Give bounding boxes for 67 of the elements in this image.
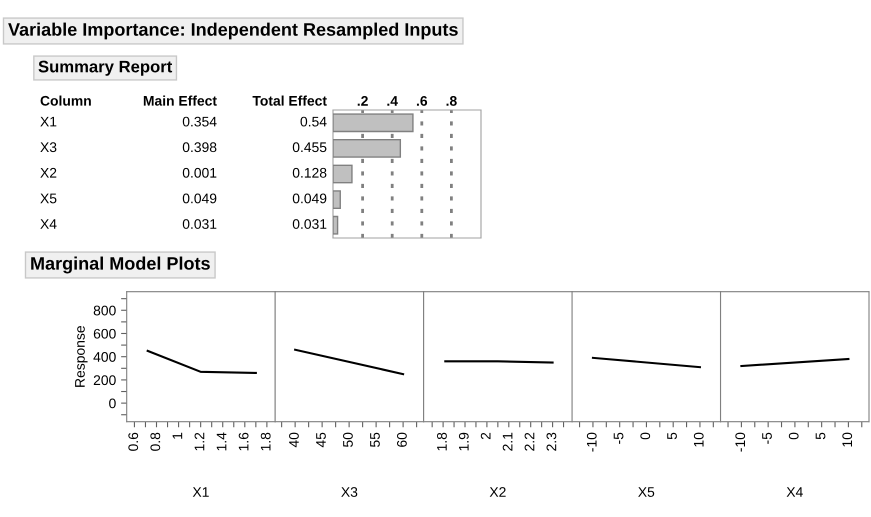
y-tick-label: 0 [109, 398, 116, 408]
text: Summary Report [38, 60, 172, 76]
chart-title: Marginal Model Plots [31, 256, 210, 274]
x-tick-label: 40 [289, 432, 299, 448]
text: Main Effect [144, 96, 217, 106]
x-tick-label: .6 [416, 96, 428, 106]
x-tick-label: 2 [480, 432, 490, 440]
data-label: 0.049 [182, 193, 216, 204]
x-tick-label: 0.8 [150, 432, 160, 451]
y-tick-label: 400 [93, 352, 116, 362]
x-tick-label: 1.8 [260, 432, 271, 450]
x-tick-label: -5 [762, 432, 772, 444]
data-label: 0.001 [182, 168, 216, 178]
bar [333, 190, 341, 209]
category-label: X3 [40, 142, 56, 152]
category-label: X2 [40, 168, 56, 178]
category-label: X4 [40, 219, 57, 229]
text: Variable Importance: Independent Resampled Inputs [8, 22, 458, 40]
data-label: 0.354 [182, 116, 217, 127]
x-tick-label: 0.6 [128, 432, 138, 451]
category-label: X5 [40, 194, 56, 204]
x-tick-label: .8 [446, 96, 457, 106]
x-tick-label: 5 [816, 432, 826, 440]
text: Column [40, 96, 91, 106]
x-axis-title: X1 [192, 487, 209, 497]
y-axis-title: Response [75, 326, 88, 387]
x-tick-label: 2.2 [524, 432, 534, 451]
x-tick-label: 60 [397, 432, 407, 447]
data-label: 0.049 [292, 193, 326, 204]
x-tick-label: -5 [614, 432, 624, 444]
data-label: 0.128 [292, 168, 326, 178]
data-label: 0.031 [292, 219, 326, 229]
y-tick-label: 200 [94, 375, 116, 386]
x-tick-label: 1.2 [194, 432, 204, 450]
bar [333, 164, 353, 184]
x-tick-label: 0 [788, 432, 799, 440]
series-label: Total Effect [252, 96, 327, 106]
x-tick-label: -10 [735, 432, 746, 452]
data-label: 0.031 [182, 219, 216, 229]
x-tick-label: 55 [370, 432, 380, 448]
x-axis-title: X3 [341, 487, 358, 497]
x-tick-label: 1.6 [238, 432, 249, 450]
y-tick-label: 600 [94, 328, 116, 339]
x-axis-title: X5 [638, 487, 654, 497]
data-label: 0.398 [182, 142, 216, 152]
data-label: 0.455 [292, 142, 326, 152]
x-tick-label: 2.1 [502, 432, 512, 451]
x-tick-label: 1 [172, 432, 182, 439]
x-axis-title: X4 [786, 487, 803, 497]
x-tick-label: 45 [316, 432, 326, 448]
x-tick-label: 2.3 [546, 432, 556, 451]
x-tick-label: .2 [358, 96, 368, 106]
x-tick-label: 1.9 [458, 432, 469, 450]
x-tick-label: .4 [387, 96, 398, 106]
x-tick-label: 5 [667, 432, 677, 440]
bar [333, 216, 338, 235]
x-tick-label: 50 [343, 432, 353, 448]
category-label: X1 [40, 116, 56, 126]
x-tick-label: 0 [640, 432, 650, 440]
data-label: 0.54 [300, 116, 327, 127]
y-tick-label: 800 [94, 306, 116, 316]
x-tick-label: -10 [586, 432, 597, 452]
x-tick-label: 10 [842, 432, 852, 447]
x-tick-label: 10 [694, 432, 704, 447]
x-tick-label: 1.8 [437, 432, 447, 450]
x-axis-title: X2 [490, 487, 506, 497]
x-tick-label: 1.4 [216, 432, 226, 450]
